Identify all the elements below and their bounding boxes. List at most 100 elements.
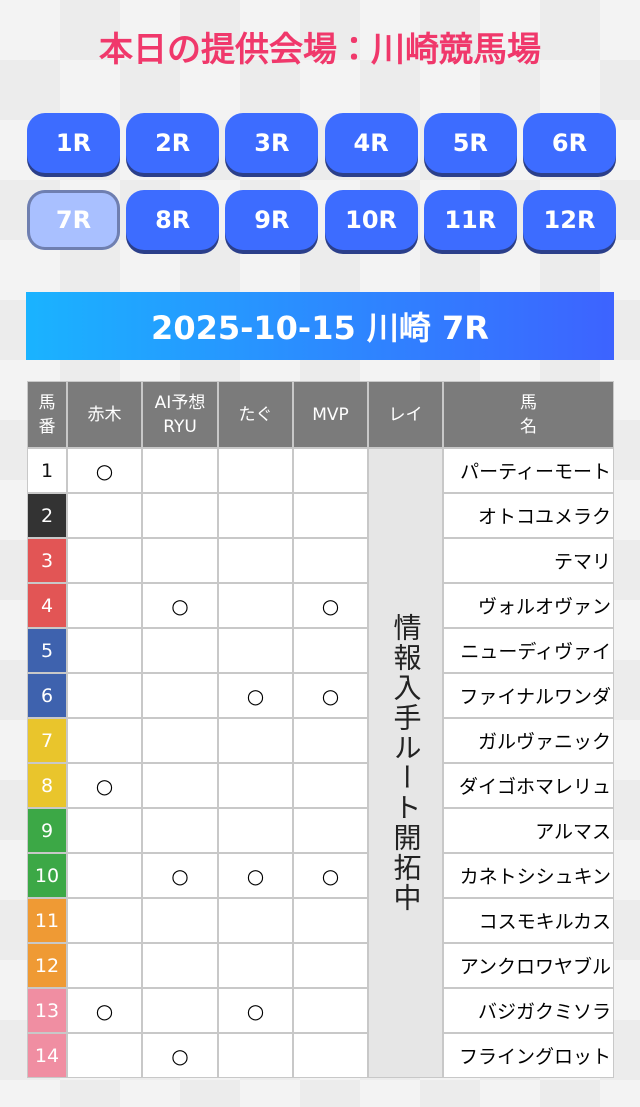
race-banner: 2025-10-15 川崎 7R — [26, 292, 614, 360]
header-text: 番 — [38, 416, 56, 437]
horse-name: パーティーモート — [443, 448, 614, 493]
horse-number: 10 — [27, 853, 67, 898]
header-cell: 馬名 — [443, 381, 614, 448]
mark-cell — [142, 628, 218, 673]
mark-cell — [293, 988, 368, 1033]
race-button[interactable]: 3R — [225, 113, 319, 173]
mark-cell — [142, 538, 218, 583]
horse-name: アンクロワヤブル — [443, 943, 614, 988]
horse-name: ダイゴホマレリュ — [443, 763, 614, 808]
header-text: AI予想 — [154, 392, 206, 413]
mark-cell: ○ — [67, 988, 142, 1033]
mark-cell — [142, 898, 218, 943]
horse-name: ガルヴァニック — [443, 718, 614, 763]
race-button[interactable]: 4R — [324, 113, 418, 173]
race-button[interactable]: 8R — [126, 190, 220, 250]
race-button[interactable]: 7R — [27, 190, 120, 250]
mark-cell — [67, 628, 142, 673]
mark-cell — [67, 718, 142, 763]
mark-cell — [218, 628, 293, 673]
mark-cell: ○ — [218, 988, 293, 1033]
header-cell: レイ — [368, 381, 443, 448]
mark-cell: ○ — [67, 448, 142, 493]
mark-cell — [67, 898, 142, 943]
mark-cell — [293, 448, 368, 493]
horse-name: アルマス — [443, 808, 614, 853]
race-button[interactable]: 6R — [523, 113, 616, 173]
mark-cell — [218, 493, 293, 538]
header-cell: 赤木 — [67, 381, 142, 448]
mark-cell — [218, 718, 293, 763]
mark-cell — [218, 898, 293, 943]
mark-cell: ○ — [142, 1033, 218, 1078]
race-button[interactable]: 9R — [225, 190, 319, 250]
horse-number: 12 — [27, 943, 67, 988]
mark-cell: ○ — [218, 673, 293, 718]
race-button[interactable]: 10R — [324, 190, 418, 250]
mark-cell — [142, 673, 218, 718]
mark-cell — [67, 808, 142, 853]
mark-cell — [67, 538, 142, 583]
mark-cell: ○ — [142, 583, 218, 628]
race-button[interactable]: 12R — [523, 190, 616, 250]
mark-cell — [293, 943, 368, 988]
mark-cell — [293, 808, 368, 853]
mark-cell: ○ — [218, 853, 293, 898]
race-button[interactable]: 2R — [126, 113, 220, 173]
race-button[interactable]: 5R — [423, 113, 517, 173]
mark-cell — [218, 808, 293, 853]
horse-number: 3 — [27, 538, 67, 583]
mark-cell — [218, 538, 293, 583]
mark-cell — [218, 448, 293, 493]
horse-number: 6 — [27, 673, 67, 718]
mark-cell: ○ — [293, 673, 368, 718]
mark-cell — [142, 448, 218, 493]
mark-cell — [218, 583, 293, 628]
mark-cell: ○ — [293, 583, 368, 628]
header-text: RYU — [163, 416, 197, 437]
header-text: 馬 — [38, 392, 56, 413]
horse-number: 1 — [27, 448, 67, 493]
mark-cell — [142, 763, 218, 808]
mark-cell — [142, 493, 218, 538]
horse-number: 7 — [27, 718, 67, 763]
horse-number: 13 — [27, 988, 67, 1033]
mark-cell — [67, 1033, 142, 1078]
mark-cell — [218, 1033, 293, 1078]
header-cell: AI予想 RYU — [142, 381, 218, 448]
mark-cell — [67, 583, 142, 628]
mark-cell — [293, 718, 368, 763]
horse-name: テマリ — [443, 538, 614, 583]
mark-cell — [142, 943, 218, 988]
race-button[interactable]: 1R — [27, 113, 120, 173]
mark-cell — [293, 1033, 368, 1078]
mark-cell: ○ — [142, 853, 218, 898]
mark-cell — [293, 538, 368, 583]
horse-name: カネトシシュキン — [443, 853, 614, 898]
horse-name: フライングロット — [443, 1033, 614, 1078]
horse-number: 4 — [27, 583, 67, 628]
mark-cell — [67, 853, 142, 898]
header-text: たぐ — [238, 404, 273, 425]
header-text: 名 — [520, 416, 537, 437]
race-button[interactable]: 11R — [423, 190, 517, 250]
header-text: 赤木 — [87, 404, 122, 425]
header-cell: MVP — [293, 381, 368, 448]
mark-cell — [293, 493, 368, 538]
horse-number: 2 — [27, 493, 67, 538]
mark-cell — [67, 673, 142, 718]
title: 本日の提供会場：川崎競馬場 — [99, 30, 541, 70]
horse-number: 14 — [27, 1033, 67, 1078]
horse-number: 8 — [27, 763, 67, 808]
mark-cell: ○ — [67, 763, 142, 808]
horse-name: バジガクミソラ — [443, 988, 614, 1033]
horse-name: ヴォルオヴァン — [443, 583, 614, 628]
mark-cell: ○ — [293, 853, 368, 898]
header-text: MVP — [312, 404, 349, 425]
horse-name: コスモキルカス — [443, 898, 614, 943]
mark-cell — [142, 718, 218, 763]
horse-number: 11 — [27, 898, 67, 943]
horse-number: 5 — [27, 628, 67, 673]
mark-cell — [67, 943, 142, 988]
mark-cell — [293, 763, 368, 808]
